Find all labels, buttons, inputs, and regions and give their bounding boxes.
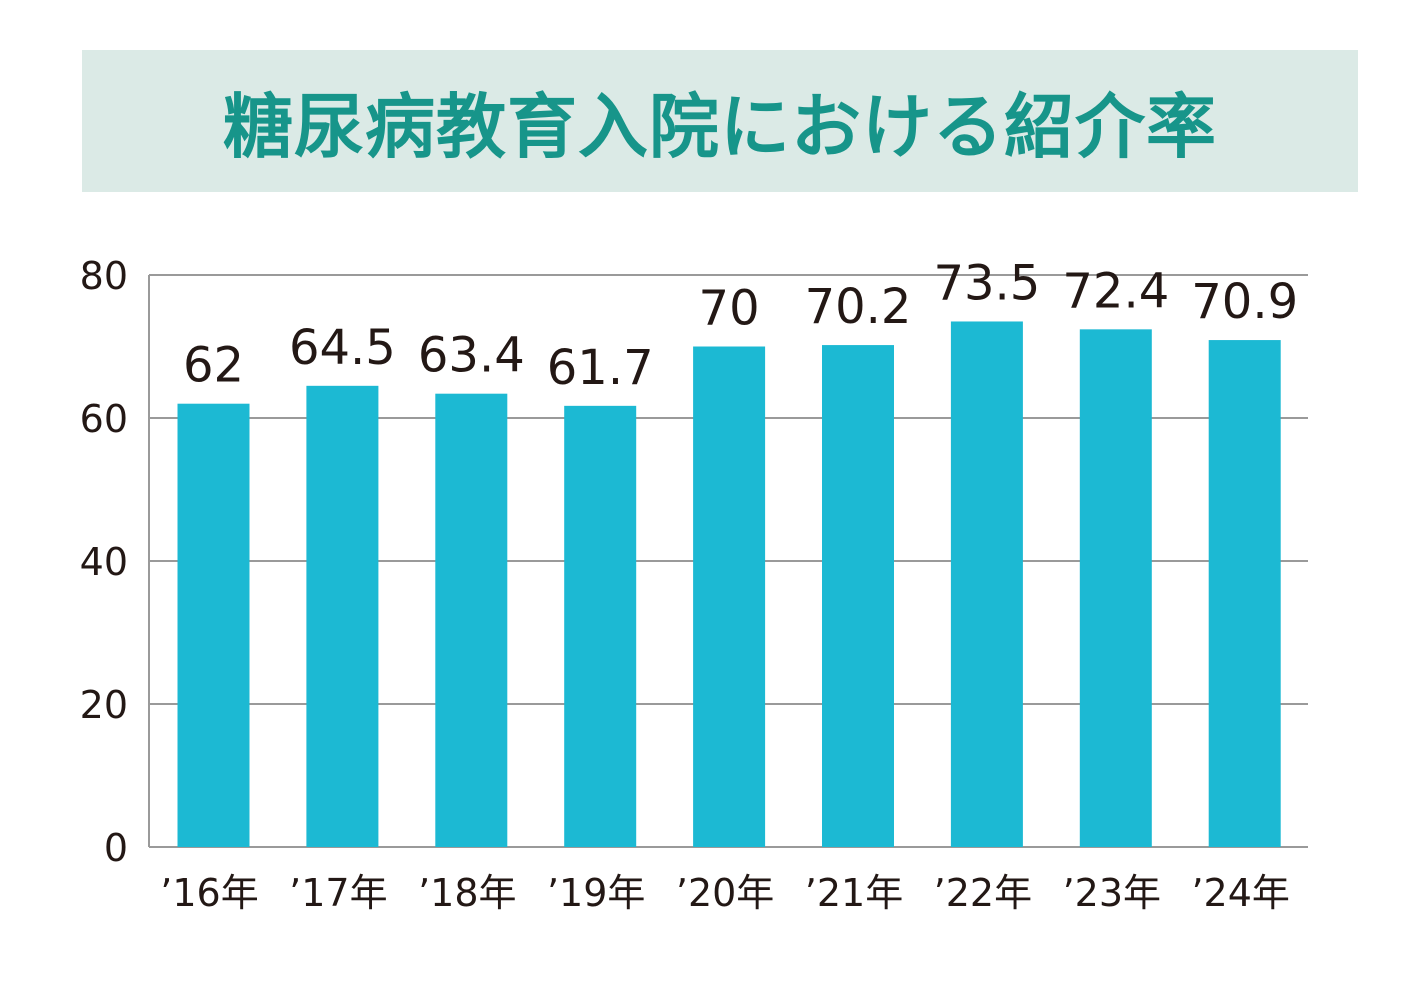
chart-title: 糖尿病教育入院における紹介率 <box>223 85 1217 168</box>
value-label-2: 63.4 <box>418 328 525 384</box>
value-label-4: 70 <box>699 281 760 337</box>
y-tick-label: 60 <box>80 397 128 441</box>
title-banner: 糖尿病教育入院における紹介率 <box>82 50 1358 192</box>
category-label-4: ’20年 <box>676 871 774 915</box>
category-label-2: ’18年 <box>418 871 516 915</box>
y-tick-label: 40 <box>80 540 128 584</box>
bar-7 <box>1079 329 1152 848</box>
bar-2 <box>435 393 508 847</box>
y-tick-label: 0 <box>104 826 128 870</box>
y-tick-label: 80 <box>80 254 128 298</box>
category-label-0: ’16年 <box>160 871 258 915</box>
value-label-0: 62 <box>183 338 244 394</box>
y-tick-label: 20 <box>80 683 128 727</box>
bar-0 <box>177 403 250 847</box>
value-label-7: 72.4 <box>1062 263 1169 319</box>
label-layer: 0 20 40 60 80 62 ’16年 64.5 ’17年 63.4 ’18年 61.7 ’19年 7… <box>80 254 1298 915</box>
bar-6 <box>950 321 1023 848</box>
category-label-3: ’19年 <box>547 871 645 915</box>
category-label-6: ’22年 <box>934 871 1032 915</box>
value-label-3: 61.7 <box>547 340 654 396</box>
category-label-7: ’23年 <box>1063 871 1161 915</box>
bar-5 <box>822 345 894 847</box>
value-label-5: 70.2 <box>805 279 912 335</box>
bar-3 <box>564 405 637 847</box>
bar-layer <box>177 321 1281 848</box>
value-label-8: 70.9 <box>1191 274 1298 330</box>
bar-8 <box>1208 340 1281 847</box>
value-label-1: 64.5 <box>289 320 396 376</box>
value-label-6: 73.5 <box>933 255 1040 311</box>
bar-1 <box>306 385 379 847</box>
category-label-1: ’17年 <box>289 871 387 915</box>
category-label-5: ’21年 <box>805 871 903 915</box>
bar-4 <box>693 346 766 847</box>
category-label-8: ’24年 <box>1191 871 1289 915</box>
